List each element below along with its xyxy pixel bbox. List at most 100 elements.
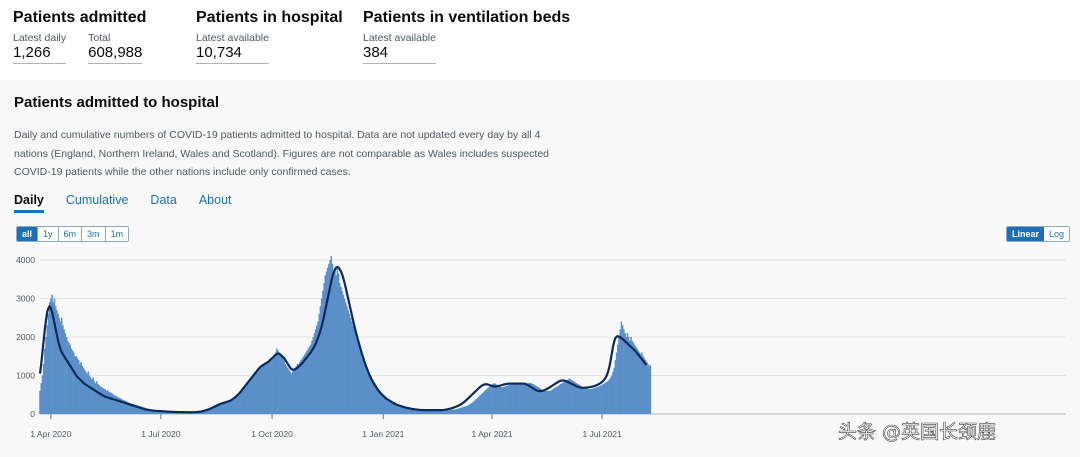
bar	[476, 397, 479, 414]
time-range-selector: all 1y 6m 3m 1m	[16, 226, 130, 242]
bar	[243, 387, 246, 414]
bar	[308, 346, 311, 415]
bar	[480, 394, 482, 414]
metric-value[interactable]: 10,734	[196, 44, 269, 64]
bar	[110, 392, 113, 414]
bar	[436, 410, 439, 414]
bar	[559, 384, 561, 414]
x-tick-label: 1 Apr 2021	[472, 429, 513, 439]
bar	[386, 397, 388, 414]
bar	[236, 395, 238, 414]
metric-value[interactable]: 608,988	[88, 44, 143, 64]
bar	[329, 260, 331, 414]
bar	[127, 402, 129, 414]
bar	[221, 403, 224, 414]
bar	[401, 405, 404, 414]
bar	[324, 275, 327, 414]
range-1m-button[interactable]: 1m	[105, 227, 129, 241]
bar	[463, 406, 466, 414]
bar	[470, 403, 473, 414]
bar	[42, 363, 45, 414]
bar	[371, 379, 374, 414]
bar	[229, 400, 231, 414]
bar	[138, 405, 140, 414]
bar	[484, 390, 486, 414]
bar	[533, 384, 536, 414]
metric-value[interactable]: 384	[363, 44, 436, 64]
bar	[372, 381, 375, 414]
tab-about[interactable]: About	[198, 193, 232, 207]
bar	[428, 410, 430, 414]
bar	[115, 395, 117, 414]
bar	[266, 362, 268, 414]
bar	[412, 408, 415, 414]
tab-daily[interactable]: Daily	[14, 193, 44, 213]
bar	[166, 411, 168, 414]
bar	[349, 317, 352, 414]
range-1y-button[interactable]: 1y	[38, 227, 59, 241]
bar	[441, 410, 444, 414]
bar	[73, 352, 75, 414]
bar	[516, 383, 519, 414]
bar	[582, 387, 584, 414]
watermark: 头条 @英国长颈鹿	[838, 421, 996, 443]
bar	[119, 397, 121, 414]
bar	[100, 387, 103, 414]
x-tick-label: 1 Oct 2020	[251, 429, 293, 439]
bar	[279, 354, 282, 414]
bar	[155, 410, 157, 414]
bar	[311, 340, 313, 414]
y-tick-label: 2000	[16, 332, 35, 342]
bar	[598, 386, 601, 414]
bar	[501, 387, 503, 414]
bar	[212, 407, 214, 414]
bar	[108, 391, 110, 414]
bar	[335, 275, 337, 414]
scale-selector: Linear Log	[1006, 226, 1071, 242]
bar	[525, 383, 527, 414]
bar	[611, 375, 613, 414]
bar	[125, 400, 127, 414]
bar	[39, 390, 41, 414]
bar	[594, 387, 596, 414]
range-all-button[interactable]: all	[17, 227, 39, 241]
bar	[281, 356, 283, 414]
bar	[620, 321, 623, 414]
bar	[40, 383, 42, 414]
bar	[168, 411, 171, 414]
bar	[400, 405, 403, 414]
headline-ventilation: Patients in ventilation beds Latest avai…	[363, 8, 570, 64]
bar	[530, 383, 532, 414]
scale-linear-button[interactable]: Linear	[1007, 227, 1045, 241]
bar	[67, 340, 69, 414]
bar	[523, 384, 526, 414]
range-6m-button[interactable]: 6m	[58, 227, 83, 241]
chart-average-line	[38, 265, 648, 414]
bar	[277, 350, 279, 414]
bar	[284, 363, 287, 414]
bar	[249, 380, 252, 414]
bar	[255, 371, 258, 414]
tab-cumulative[interactable]: Cumulative	[65, 193, 129, 207]
scale-log-button[interactable]: Log	[1044, 227, 1070, 241]
bar	[376, 387, 378, 414]
bar	[104, 389, 107, 414]
bar	[569, 379, 572, 414]
bar	[503, 386, 505, 414]
bar	[70, 348, 73, 414]
bar	[313, 333, 316, 414]
x-axis: 1 Apr 2020 1 Jul 2020 1 Oct 2020 1 Jan 2021…	[30, 414, 622, 439]
tab-data[interactable]: Data	[150, 193, 177, 207]
bar	[250, 378, 253, 414]
bar	[348, 313, 351, 414]
bar	[632, 342, 635, 414]
range-3m-button[interactable]: 3m	[82, 227, 106, 241]
bar	[609, 377, 612, 414]
bar	[87, 371, 90, 414]
bar	[526, 383, 528, 414]
metric-value[interactable]: 1,266	[13, 44, 67, 64]
bar	[393, 402, 395, 414]
bar	[306, 350, 308, 414]
bar	[580, 386, 583, 414]
